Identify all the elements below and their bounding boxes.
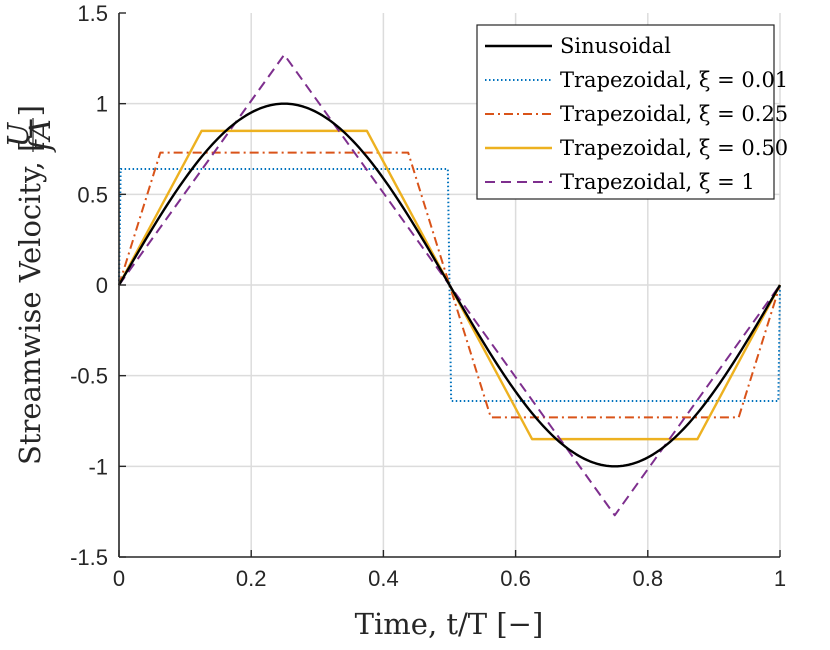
y-axis-label-suffix: [−] (13, 105, 47, 152)
x-axis-label: Time, t/T [−] (355, 607, 544, 641)
y-tick-label: 0 (96, 273, 108, 298)
series-line (117, 102, 782, 468)
x-tick-label: 0.6 (500, 566, 531, 591)
y-tick-label: 1.5 (77, 1, 108, 26)
legend-entry: Trapezoidal, ξ = 1 (560, 170, 755, 194)
y-tick-label: -0.5 (70, 364, 108, 389)
series-group (117, 53, 782, 517)
y-axis-label-prefix: Streamwise Velocity, (13, 152, 47, 465)
x-tick-label: 0.8 (633, 566, 664, 591)
svg-text:Streamwise Velocity, [−]: Streamwise Velocity, [−] (13, 105, 47, 465)
y-tick-label: 0.5 (77, 182, 108, 207)
legend: Sinusoidal Trapezoidal, ξ = 0.01 Trapezoid… (476, 24, 788, 200)
y-tick-label: -1 (88, 454, 108, 479)
legend-entry: Trapezoidal, ξ = 0.25 (560, 102, 788, 126)
x-tick-label: 0 (113, 566, 125, 591)
legend-box (476, 24, 775, 200)
x-tick-label: 0.4 (368, 566, 399, 591)
series-line (118, 151, 781, 419)
y-axis-label-numerator: U (1, 121, 35, 147)
series-line (118, 167, 781, 403)
x-tick-label: 0.2 (236, 566, 267, 591)
y-axis-label-denominator: fA (23, 119, 57, 153)
y-tick-label: -1.5 (70, 545, 108, 570)
ticks: 0 0.2 0.4 0.6 0.8 1 -1.5 -1 -0.5 0 0.5 1 1.5 (70, 1, 786, 591)
x-tick-label: 1 (774, 566, 786, 591)
legend-entry: Trapezoidal, ξ = 0.01 (560, 68, 788, 92)
y-tick-label: 1 (96, 92, 108, 117)
legend-entry: Sinusoidal (560, 34, 671, 58)
y-axis-label: Streamwise Velocity, [−] U fA (1, 105, 57, 465)
legend-entry: Trapezoidal, ξ = 0.50 (560, 136, 788, 160)
